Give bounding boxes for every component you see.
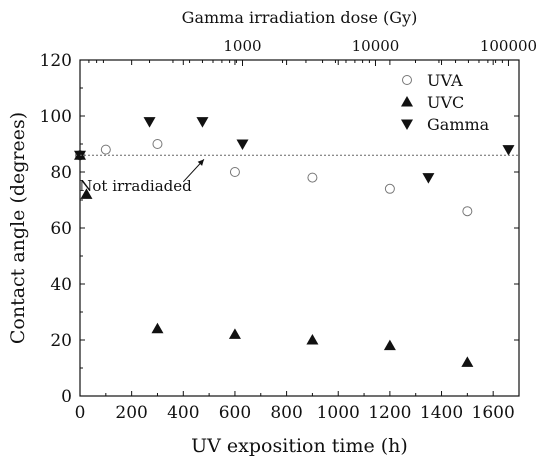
legend: UVA UVC Gamma [401,71,490,134]
reference-annotation: Not irradiaded [79,177,192,195]
x-tick-label: 1400 [420,403,463,423]
y-tick-label: 0 [61,387,72,407]
x-tick-label: 200 [115,403,147,423]
data-point-uvc [80,188,93,199]
data-point-uva [462,206,473,217]
x-axis-label: UV exposition time (h) [191,435,408,457]
y-tick-label: 80 [50,163,72,183]
data-point-gamma [422,173,435,184]
x-tick-label: 1600 [472,403,515,423]
y-tick-label: 100 [40,107,72,127]
legend-marker-uvc [401,96,413,107]
legend-label-uva: UVA [427,71,463,90]
x-tick-label: 400 [167,403,199,423]
legend-marker-uva [402,75,412,85]
legend-label-uvc: UVC [427,93,464,112]
y-axis-label: Contact angle (degrees) [7,112,29,344]
legend-label-gamma: Gamma [427,115,490,134]
data-point-uva [152,139,163,149]
top-tick-label: 1000 [223,37,261,55]
x-tick-label: 1000 [317,403,360,423]
top-tick-label: 100000 [480,37,537,55]
annotation-arrowhead [197,159,204,166]
x-tick-label: 1200 [368,403,411,423]
data-point-gamma [74,150,86,162]
x-tick-label: 600 [219,403,251,423]
data-point-uva [229,167,240,177]
top-axis-label: Gamma irradiation dose (Gy) [182,8,418,27]
top-tick-label: 10000 [352,37,400,55]
data-point-uvc [228,328,241,339]
data-point-uva [307,172,318,183]
y-tick-label: 20 [50,331,72,351]
data-point-uvc [461,356,474,367]
data-point-uva [100,144,111,155]
y-tick-label: 60 [50,219,72,239]
marks-layer [74,117,515,367]
data-point-uvc [383,339,396,351]
x-tick-label: 800 [270,403,302,423]
data-point-gamma [143,117,156,128]
legend-marker-gamma [401,119,413,130]
x-tick-label: 0 [75,403,86,423]
data-point-gamma [196,117,209,128]
y-tick-label: 40 [50,275,72,295]
data-point-uvc [306,334,319,345]
y-tick-label: 120 [40,51,72,71]
data-point-uva [384,183,395,194]
ticks-layer: 0 200 400 600 800 1000 1200 1400 1600 0 20 40 60 80 10… [40,37,538,423]
data-point-uvc [151,322,164,334]
data-point-gamma [502,145,515,156]
data-point-gamma [236,139,249,150]
